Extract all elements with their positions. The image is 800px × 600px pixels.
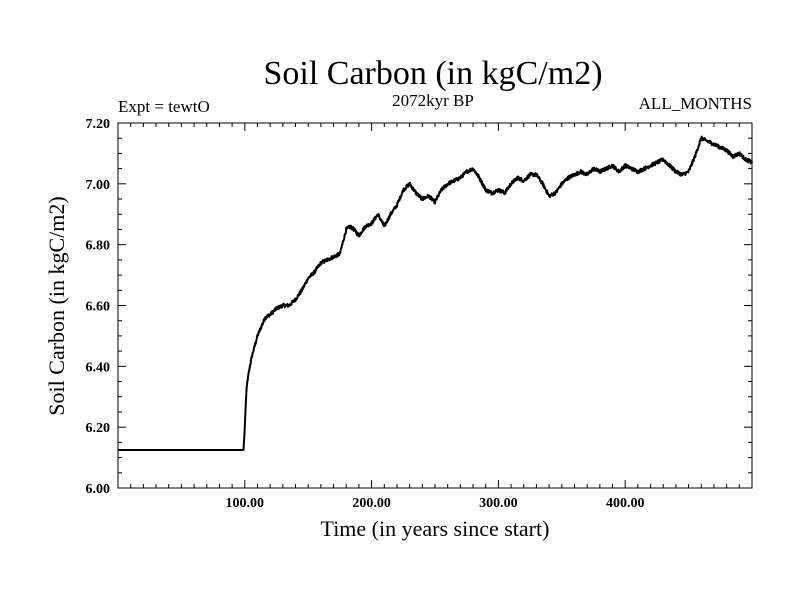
x-tick-label: 200.00: [352, 496, 391, 511]
tick-labels: 100.00 200.00 300.00 400.00 6.00 6.20 6.40 6.60…: [86, 117, 645, 511]
months-label: ALL_MONTHS: [639, 94, 752, 113]
chart-title: Soil Carbon (in kgC/m2): [263, 55, 602, 92]
x-axis-label: Time (in years since start): [321, 516, 550, 541]
plot-frame: [117, 122, 753, 489]
period-label: 2072kyr BP: [392, 91, 474, 110]
x-tick-label: 300.00: [479, 496, 518, 511]
y-axis-label: Soil Carbon (in kgC/m2): [44, 196, 69, 415]
y-tick-label: 6.20: [86, 421, 111, 436]
x-tick-label: 400.00: [606, 496, 645, 511]
y-tick-label: 7.20: [86, 117, 111, 132]
series-layer: [117, 135, 753, 451]
y-tick-label: 6.40: [86, 360, 111, 375]
y-tick-label: 6.60: [86, 300, 111, 315]
series-line: [117, 135, 753, 451]
experiment-label: Expt = tewtO: [118, 97, 210, 116]
y-tick-label: 7.00: [86, 178, 111, 193]
tick-marks: [118, 123, 752, 488]
x-tick-label: 100.00: [226, 496, 265, 511]
y-tick-label: 6.80: [86, 239, 111, 254]
y-tick-label: 6.00: [86, 482, 111, 497]
